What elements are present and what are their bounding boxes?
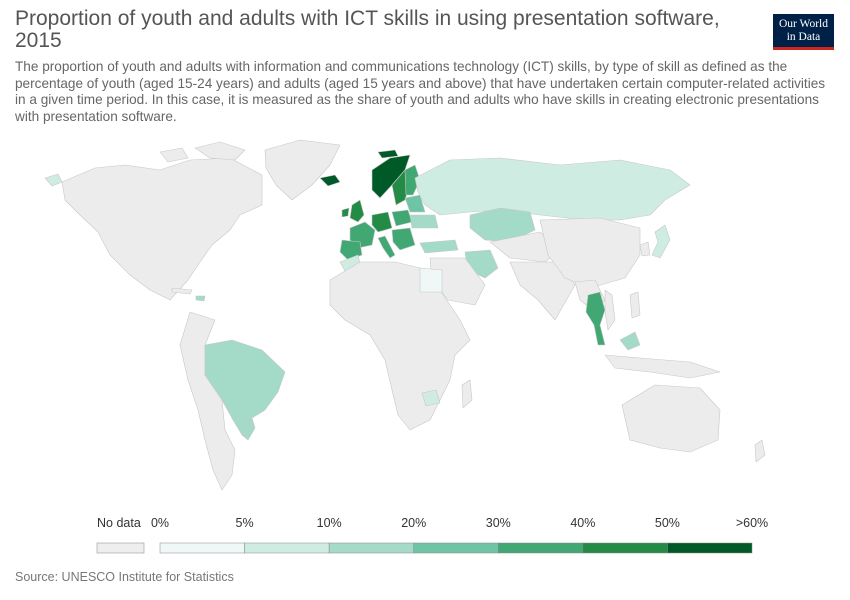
legend-tick-label: 40% xyxy=(570,516,595,530)
country-thailand[interactable] xyxy=(585,291,606,346)
country-vietnam[interactable] xyxy=(604,289,616,331)
country-finland[interactable] xyxy=(404,164,421,196)
owid-logo[interactable]: Our World in Data xyxy=(773,14,834,50)
country-uruguay[interactable] xyxy=(241,417,256,441)
country-russia[interactable] xyxy=(414,157,691,221)
legend-tick-label: 10% xyxy=(317,516,342,530)
chart-title: Proportion of youth and adults with ICT … xyxy=(15,7,720,52)
legend-bin-0[interactable] xyxy=(159,542,245,554)
country-baltic-belarus[interactable] xyxy=(404,194,426,213)
country-cuba[interactable] xyxy=(171,287,193,295)
legend-tick-label: 30% xyxy=(486,516,511,530)
legend-bin-5[interactable] xyxy=(582,542,668,554)
legend: No data 0% 5% 10% 20% 30% 40% 50% >60% xyxy=(96,516,768,554)
country-dominican-rep[interactable] xyxy=(195,295,206,302)
country-japan[interactable] xyxy=(651,224,671,259)
country-balkans[interactable] xyxy=(391,227,416,251)
legend-tick-label: 0% xyxy=(151,516,169,530)
country-malaysia[interactable] xyxy=(619,331,641,351)
country-uk[interactable] xyxy=(349,199,365,223)
legend-bin-2[interactable] xyxy=(328,542,414,554)
country-philippines[interactable] xyxy=(629,291,641,319)
logo-line-1: Our World xyxy=(778,18,828,30)
country-egypt[interactable] xyxy=(419,267,443,293)
source-note: Source: UNESCO Institute for Statistics xyxy=(15,570,234,584)
logo-line-2: in Data xyxy=(786,31,821,43)
legend-tick-label: 5% xyxy=(236,516,254,530)
legend-tick-label: 20% xyxy=(401,516,426,530)
country-australia[interactable] xyxy=(621,384,721,453)
country-turkey[interactable] xyxy=(419,239,459,254)
country-ireland[interactable] xyxy=(341,207,350,218)
country-new-zealand[interactable] xyxy=(754,439,766,463)
country-indonesia[interactable] xyxy=(604,354,721,379)
legend-tick-label: >60% xyxy=(736,516,768,530)
country-ukraine[interactable] xyxy=(409,214,439,229)
country-poland[interactable] xyxy=(391,209,413,227)
country-svalbard[interactable] xyxy=(377,149,399,159)
chart-subtitle: The proportion of youth and adults with … xyxy=(15,59,826,124)
country-madagascar[interactable] xyxy=(461,379,473,409)
logo-red-bar xyxy=(773,47,834,50)
legend-no-data-label: No data xyxy=(97,516,141,530)
country-canada-arctic-2[interactable] xyxy=(159,147,189,163)
country-zimbabwe[interactable] xyxy=(421,389,441,407)
country-italy[interactable] xyxy=(377,235,396,259)
legend-bin-1[interactable] xyxy=(244,542,330,554)
country-alaska-island[interactable] xyxy=(44,173,63,187)
country-germany[interactable] xyxy=(371,211,393,233)
country-greenland[interactable] xyxy=(264,139,341,201)
legend-tick-label: 50% xyxy=(655,516,680,530)
country-north-america[interactable] xyxy=(61,157,263,301)
country-iceland[interactable] xyxy=(319,174,341,187)
country-korea[interactable] xyxy=(639,241,651,257)
country-brazil[interactable] xyxy=(204,339,286,436)
country-canada-arctic[interactable] xyxy=(194,141,246,161)
legend-bin-6[interactable] xyxy=(667,542,753,554)
legend-bin-3[interactable] xyxy=(413,542,499,554)
country-china[interactable] xyxy=(539,217,641,289)
legend-bin-4[interactable] xyxy=(498,542,584,554)
legend-no-data-swatch xyxy=(96,542,145,554)
